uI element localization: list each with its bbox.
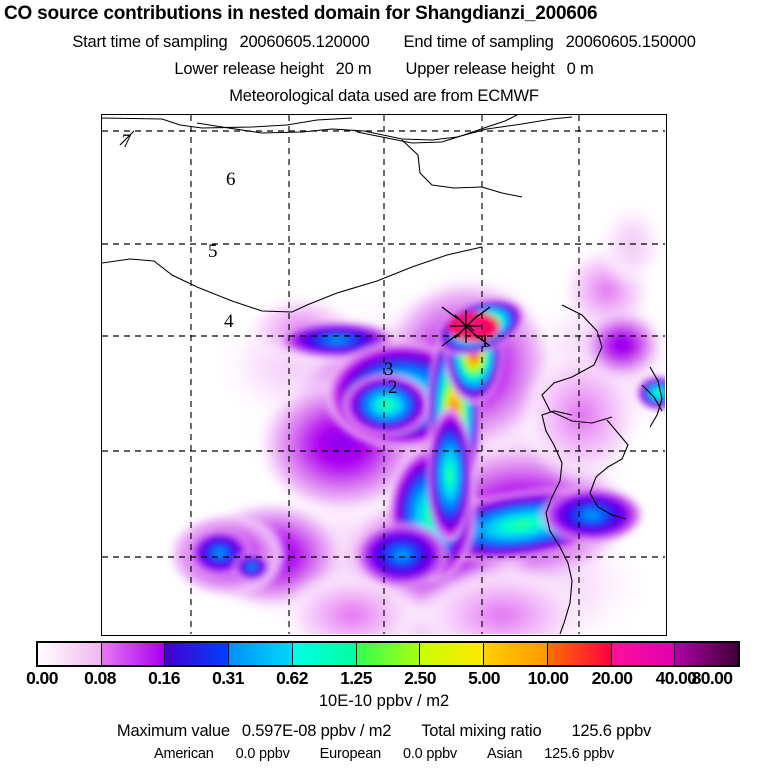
- colorbar-tick-6: 2.50: [404, 668, 436, 688]
- footprint-map-panel[interactable]: 7 6 5 4 3 2 1: [101, 114, 667, 636]
- colorbar-tick-10: 40.00: [655, 668, 697, 688]
- colorbar-segment-6: [420, 643, 485, 665]
- total-mixing-ratio-label: Total mixing ratio: [421, 722, 542, 740]
- colorbar-segment-10: [675, 643, 739, 665]
- colorbar-segment-7: [484, 643, 548, 665]
- footprint-map-svg: 7 6 5 4 3 2 1: [102, 115, 665, 634]
- colorbar-segment-0: [38, 643, 102, 665]
- upper-release-value: 0 m: [566, 60, 594, 78]
- colorbar-tick-11: 80.00: [691, 668, 733, 688]
- max-value-value: 0.597E-08 ppbv / m2: [241, 722, 392, 740]
- colorbar-tick-9: 20.00: [591, 668, 633, 688]
- upper-release-label: Upper release height: [405, 60, 555, 78]
- colorbar-segment-2: [165, 643, 230, 665]
- start-time-value: 20060605.120000: [239, 33, 370, 51]
- asian-label: Asian: [486, 746, 523, 762]
- summary-row-primary: Maximum value 0.597E-08 ppbv / m2 Total mi…: [0, 722, 768, 741]
- traj-label-6: 6: [226, 169, 236, 190]
- release-point-star: [441, 306, 491, 347]
- colorbar-tick-0: 0.00: [26, 668, 58, 688]
- european-label: European: [319, 746, 381, 762]
- traj-label-3: 3: [384, 359, 394, 380]
- american-value: 0.0 ppbv: [235, 746, 290, 762]
- colorbar-tick-5: 1.25: [340, 668, 372, 688]
- colorbar-segment-1: [101, 643, 166, 665]
- end-time-label: End time of sampling: [403, 33, 554, 51]
- traj-label-4: 4: [224, 311, 234, 332]
- asian-value: 125.6 ppbv: [544, 746, 615, 762]
- traj-label-2: 2: [388, 377, 398, 398]
- colorbar-segment-5: [356, 643, 421, 665]
- american-label: American: [153, 746, 214, 762]
- sampling-time-row: Start time of sampling 20060605.120000 End…: [0, 33, 768, 52]
- traj-label-5: 5: [208, 241, 218, 262]
- start-time-label: Start time of sampling: [72, 33, 228, 51]
- colorbar-segment-8: [547, 643, 612, 665]
- colorbar-segment-4: [292, 643, 357, 665]
- colorbar-tick-3: 0.31: [212, 668, 244, 688]
- colorbar-tick-8: 10.00: [527, 668, 569, 688]
- colorbar-tick-4: 0.62: [276, 668, 308, 688]
- colorbar-unit-label: 10E-10 ppbv / m2: [318, 692, 450, 710]
- plume-core-layer: [426, 297, 526, 545]
- colorbar-tick-7: 5.00: [468, 668, 500, 688]
- colorbar-segment-3: [229, 643, 293, 665]
- colorbar-segment-9: [611, 643, 676, 665]
- plume-southwest-blob: [165, 511, 289, 599]
- max-value-label: Maximum value: [116, 722, 230, 740]
- lower-release-label: Lower release height: [174, 60, 324, 78]
- traj-label-7: 7: [122, 131, 132, 152]
- european-value: 0.0 ppbv: [402, 746, 457, 762]
- map-coastlines: [102, 115, 663, 634]
- colorbar[interactable]: [36, 641, 740, 667]
- release-height-row: Lower release height 20 m Upper release he…: [0, 60, 768, 79]
- colorbar-tick-2: 0.16: [148, 668, 180, 688]
- total-mixing-ratio-value: 125.6 ppbv: [571, 722, 652, 740]
- lower-release-value: 20 m: [335, 60, 372, 78]
- colorbar-tick-labels: 0.00 0.08 0.16 0.31 0.62 1.25 2.50 5.00 10.00 20.…: [0, 668, 768, 690]
- colorbar-tick-1: 0.08: [84, 668, 116, 688]
- page-title: CO source contributions in nested domain…: [4, 3, 598, 24]
- met-data-row: Meteorological data used are from ECMWF: [229, 87, 539, 105]
- map-gridlines: [102, 115, 665, 634]
- summary-row-regions: American 0.0 ppbv European 0.0 ppbv Asian 125…: [0, 746, 768, 762]
- end-time-value: 20060605.150000: [565, 33, 696, 51]
